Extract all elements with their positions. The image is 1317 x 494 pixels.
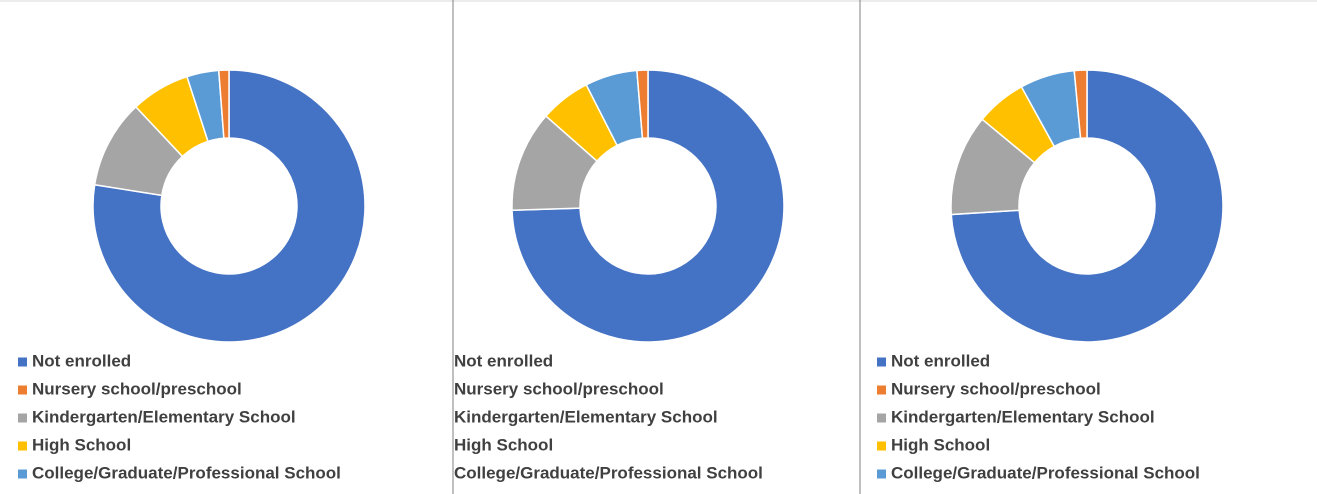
legend-marker [440, 470, 449, 479]
legend-label: High School [32, 435, 131, 454]
legend-label: High School [891, 435, 990, 454]
legend-marker [877, 469, 886, 479]
legend-label: Not enrolled [891, 351, 990, 370]
legend-marker [440, 442, 449, 451]
donut-slice [217, 69, 230, 139]
donut-slice [1073, 69, 1088, 140]
legend-marker [440, 358, 449, 367]
donut-slice [511, 69, 785, 343]
legend-label: Nursery school/preschool [32, 379, 242, 398]
legend-label: Nursery school/preschool [891, 379, 1101, 398]
legend-label: Kindergarten/Elementary School [454, 407, 718, 426]
legend-label: Kindergarten/Elementary School [891, 407, 1155, 426]
legend-marker [877, 357, 886, 367]
legend-marker [877, 385, 886, 395]
legend-marker [18, 413, 27, 423]
legend-label: High School [454, 435, 553, 454]
donut-chart: Not enrolled Nursery school/preschool Kind… [877, 69, 1224, 482]
legend-marker [18, 357, 27, 367]
donut-chart: Not enrolled Nursery school/preschool Kind… [18, 69, 366, 482]
legend-marker [18, 469, 27, 479]
legend-marker [440, 414, 449, 423]
legend-label: College/Graduate/Professional School [32, 463, 341, 482]
legend-label: Kindergarten/Elementary School [32, 407, 296, 426]
legend-marker [18, 441, 27, 451]
legend-marker [877, 441, 886, 451]
legend-label: College/Graduate/Professional School [891, 463, 1200, 482]
legend-label: Not enrolled [454, 351, 553, 370]
legend-label: Nursery school/preschool [454, 379, 664, 398]
legend-marker [18, 385, 27, 395]
donut-chart: Not enrolled Nursery school/preschool Kind… [440, 69, 785, 482]
legend-label: Not enrolled [32, 351, 131, 370]
donut-slice [636, 69, 649, 140]
legend-marker [440, 386, 449, 395]
donut-slice [950, 69, 1224, 343]
donut-slice [92, 69, 366, 343]
legend-marker [877, 413, 886, 423]
legend-label: College/Graduate/Professional School [454, 463, 763, 482]
